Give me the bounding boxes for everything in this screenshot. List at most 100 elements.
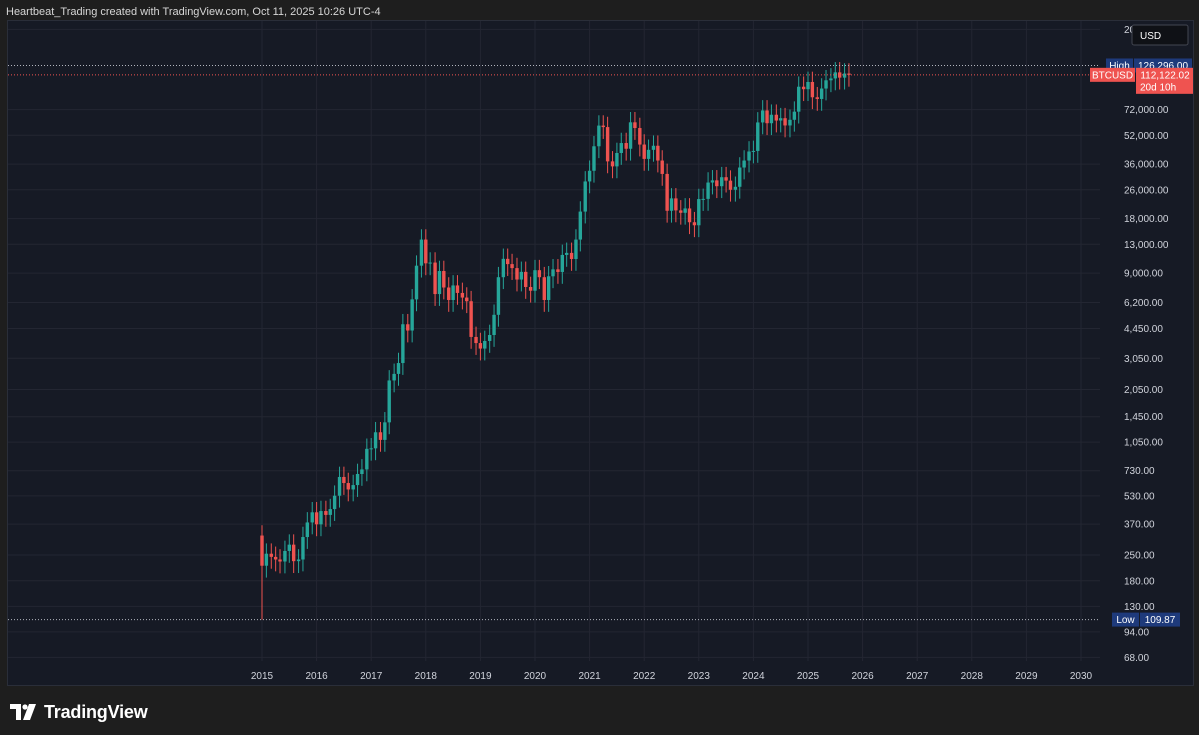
time-axis[interactable]: 2015 2016 2017 2018 2019 2020 2021 2022 2023 2024… xyxy=(251,671,1093,682)
candle-body xyxy=(355,473,360,486)
candle-body xyxy=(824,80,828,89)
candle-body xyxy=(314,512,319,525)
price-tick-label: 36,000.00 xyxy=(1124,160,1169,171)
candle-body xyxy=(660,160,664,174)
price-tick-label: 2,050.00 xyxy=(1124,385,1163,396)
candle-body xyxy=(296,559,301,562)
tradingview-brand-name: TradingView xyxy=(44,701,148,722)
candle-body xyxy=(383,422,387,440)
candle-body xyxy=(414,265,419,300)
candle-body xyxy=(419,239,424,266)
candle-body xyxy=(387,380,391,423)
candle-body xyxy=(706,182,710,199)
candle-body xyxy=(674,198,678,211)
candle-body xyxy=(455,285,460,293)
candle-body xyxy=(310,512,314,523)
currency-selector-frame[interactable] xyxy=(1131,24,1189,46)
candle-body xyxy=(291,544,296,562)
candle-body xyxy=(478,343,483,349)
currency-label[interactable]: USD xyxy=(1140,31,1161,42)
low-tag-label: Low xyxy=(1116,615,1135,626)
candle-body xyxy=(283,550,287,562)
candle-body xyxy=(560,254,564,272)
price-tick-label: 18,000.00 xyxy=(1124,214,1169,225)
candles-layer xyxy=(260,62,851,620)
candle-body xyxy=(487,334,492,341)
candle-body xyxy=(278,559,282,562)
price-tick-label: 1,450.00 xyxy=(1124,412,1163,423)
price-tick-label: 3,050.00 xyxy=(1124,354,1163,365)
candle-body xyxy=(774,114,779,121)
candle-body xyxy=(328,509,332,515)
candle-body xyxy=(360,469,364,474)
candle-body xyxy=(815,97,819,99)
candle-body xyxy=(747,151,751,161)
candle-body xyxy=(510,264,514,269)
candle-body xyxy=(437,271,442,295)
candle-body xyxy=(597,125,601,147)
candle-body xyxy=(683,208,687,213)
candle-body xyxy=(447,287,451,300)
candle-body xyxy=(474,336,478,344)
candle-body xyxy=(806,81,810,90)
candle-body xyxy=(810,81,815,98)
candle-body xyxy=(506,258,510,265)
candle-body xyxy=(610,161,615,167)
candle-body xyxy=(715,180,719,187)
candle-body xyxy=(720,177,724,187)
candle-body xyxy=(760,110,765,123)
last-price-bg xyxy=(1136,67,1193,94)
candle-body xyxy=(733,186,738,190)
price-tick-label: 1,050.00 xyxy=(1124,438,1163,449)
candle-body xyxy=(556,269,560,272)
candle-body xyxy=(646,149,651,159)
year-tick-label: 2019 xyxy=(469,671,492,682)
price-tick-label: 68.00 xyxy=(1124,653,1149,664)
year-tick-label: 2030 xyxy=(1070,671,1093,682)
candle-body xyxy=(669,198,674,211)
price-chart[interactable]: 200,000.0072,000.0052,000.0036,000.0026,… xyxy=(8,21,1193,685)
candle-body xyxy=(465,297,469,302)
candle-body xyxy=(564,252,569,255)
price-tick-label: 180.00 xyxy=(1124,576,1155,587)
candle-body xyxy=(833,72,837,79)
candle-body xyxy=(515,268,519,280)
year-tick-label: 2018 xyxy=(415,671,438,682)
candle-body xyxy=(305,522,310,538)
candle-body xyxy=(332,495,337,510)
candle-body xyxy=(578,211,583,240)
candle-body xyxy=(619,143,623,153)
chart-panel[interactable]: 200,000.0072,000.0052,000.0036,000.0026,… xyxy=(7,20,1194,686)
candle-body xyxy=(792,111,797,120)
candle-body xyxy=(710,180,715,183)
price-tick-label: 26,000.00 xyxy=(1124,185,1169,196)
year-tick-label: 2026 xyxy=(851,671,874,682)
price-tick-label: 9,000.00 xyxy=(1124,269,1163,280)
candle-body xyxy=(724,177,728,181)
year-tick-label: 2016 xyxy=(305,671,328,682)
candle-body xyxy=(765,110,769,124)
symbol-tag: BTCUSD xyxy=(1092,70,1133,81)
candle-body xyxy=(496,277,501,315)
candle-body xyxy=(751,150,756,152)
candle-body xyxy=(587,170,592,182)
candle-body xyxy=(264,553,269,566)
year-tick-label: 2023 xyxy=(688,671,711,682)
candle-body xyxy=(365,448,369,470)
year-tick-label: 2025 xyxy=(797,671,820,682)
year-tick-label: 2024 xyxy=(742,671,765,682)
currency-selector[interactable]: USD xyxy=(1131,24,1189,46)
price-tick-label: 370.00 xyxy=(1124,520,1155,531)
candle-body xyxy=(392,373,396,381)
price-tick-label: 530.00 xyxy=(1124,491,1155,502)
candle-body xyxy=(551,269,555,277)
candle-body xyxy=(574,239,578,259)
candle-body xyxy=(679,210,683,213)
candle-body xyxy=(651,145,656,150)
price-axis[interactable]: 200,000.0072,000.0052,000.0036,000.0026,… xyxy=(1124,25,1174,664)
year-tick-label: 2029 xyxy=(1015,671,1038,682)
year-tick-label: 2028 xyxy=(961,671,984,682)
candle-body xyxy=(319,511,323,525)
candle-body xyxy=(769,114,774,124)
